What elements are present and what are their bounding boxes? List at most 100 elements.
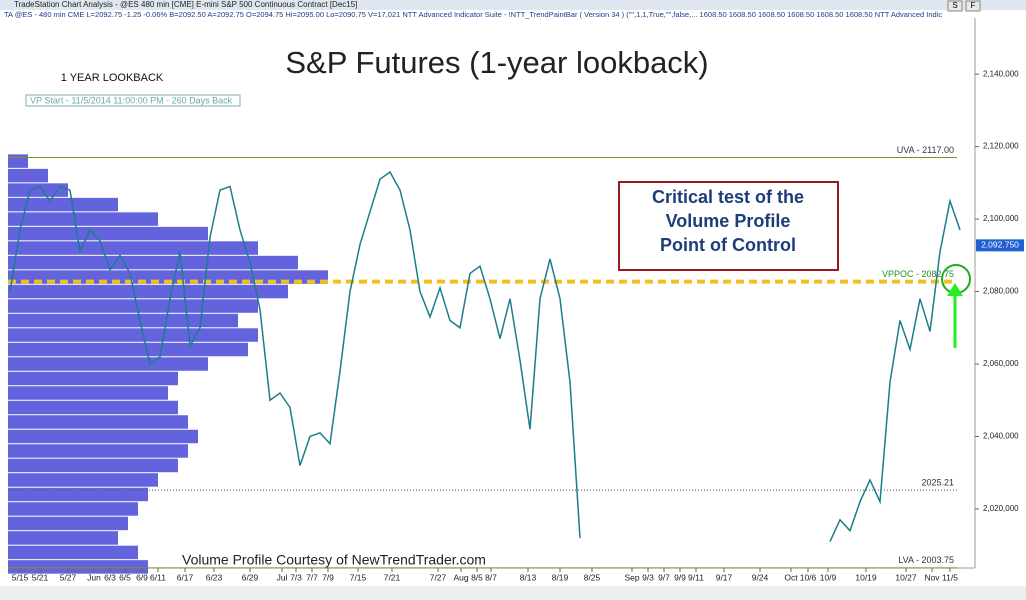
plot: 2,020,000 2,040,000 2,060,000 2,080,000 2,10… — [8, 69, 1019, 574]
profile-bar — [8, 168, 48, 183]
last-price-label: 2,092.750 — [981, 240, 1019, 250]
x-tick-label: 6/17 — [177, 572, 194, 582]
level-label: 2025.21 — [921, 477, 954, 487]
x-tick-label: Nov — [924, 572, 940, 582]
y-tick-label: 2,140,000 — [983, 69, 1019, 78]
profile-bar — [8, 255, 298, 270]
profile-bar — [8, 386, 168, 400]
profile-bar — [8, 328, 258, 342]
x-tick-label: 5/27 — [60, 572, 77, 582]
profile-bar — [8, 516, 128, 531]
x-tick-label: 9/3 — [642, 572, 654, 582]
x-tick-label: 10/19 — [855, 572, 877, 582]
x-tick-label: Jun — [87, 572, 101, 582]
profile-bar — [8, 429, 198, 444]
annotation-box — [25, 94, 241, 107]
annotation: 1 YEAR LOOKBACK — [61, 72, 164, 84]
scroll-bar[interactable] — [0, 586, 1026, 600]
x-tick-label: 6/29 — [242, 572, 259, 582]
profile-bar — [8, 545, 138, 560]
profile-bar — [8, 415, 188, 429]
title-bar — [0, 0, 1026, 10]
callout-box — [618, 181, 839, 271]
price-line — [9, 170, 961, 542]
profile-bar — [8, 473, 158, 487]
x-tick-label: Sep — [624, 572, 639, 582]
x-tick-label: 7/7 — [306, 572, 318, 582]
profile-bar — [8, 458, 178, 473]
callout-text: Volume Profile — [666, 211, 791, 231]
x-tick-label: 6/9 — [136, 572, 148, 582]
x-tick-label: 7/27 — [430, 572, 447, 582]
x-tick-label: 8/19 — [552, 572, 569, 582]
toolbar-label: S — [952, 1, 957, 10]
profile-bar — [8, 241, 258, 255]
profile-bar — [8, 154, 28, 168]
profile-bar — [8, 226, 208, 241]
callout-text: Point of Control — [660, 235, 796, 255]
profile-bar — [8, 444, 188, 458]
profile-bar — [8, 299, 258, 313]
x-tick-label: Aug — [453, 572, 468, 582]
profile-bar — [8, 560, 148, 574]
profile-bar — [8, 197, 118, 212]
x-tick-label: Oct — [784, 572, 798, 582]
profile-bar — [8, 212, 158, 226]
y-tick-label: 2,020,000 — [983, 504, 1019, 513]
toolbar-button[interactable] — [947, 0, 963, 12]
x-tick-label: 7/15 — [350, 572, 367, 582]
x-tick-label: 6/23 — [206, 572, 223, 582]
level-label: LVA - 2003.75 — [898, 555, 954, 565]
x-tick-label: 8/25 — [584, 572, 601, 582]
y-tick-label: 2,080,000 — [983, 287, 1019, 296]
x-tick-label: 9/9 — [674, 572, 686, 582]
y-tick-label: 2,040,000 — [983, 432, 1019, 441]
x-tick-label: 9/17 — [716, 572, 733, 582]
x-tick-label: 9/11 — [688, 572, 704, 582]
x-tick-label: 9/7 — [658, 572, 670, 582]
x-tick-label: 6/3 — [104, 572, 116, 582]
y-tick-label: 2,100,000 — [983, 214, 1019, 223]
level-label: VPPOC - 2082.75 — [882, 269, 954, 279]
arrow-head — [947, 283, 963, 296]
credit: Volume Profile Courtesy of NewTrendTrade… — [182, 552, 486, 568]
x-tick-label: 6/5 — [119, 572, 131, 582]
annotation: VP Start - 11/5/2014 11:00:00 PM - 260 D… — [30, 95, 233, 105]
x-tick-label: 10/27 — [895, 572, 917, 582]
x-tick-label: Jul — [277, 572, 288, 582]
profile-bar — [8, 371, 178, 386]
last-price-tag — [976, 239, 1024, 252]
x-tick-label: 8/5 — [471, 572, 483, 582]
x-tick-label: 7/3 — [290, 572, 302, 582]
profile-bar — [8, 531, 118, 545]
window-title: TradeStation Chart Analysis - @ES 480 mi… — [14, 0, 357, 9]
status-line: TA @ES - 480 min CME L=2092.75 -1.25 -0.… — [4, 10, 942, 19]
profile-bar — [8, 183, 68, 197]
x-tick-label: 11/5 — [942, 572, 958, 582]
x-tick-label: 5/21 — [32, 572, 49, 582]
y-tick-label: 2,060,000 — [983, 359, 1019, 368]
x-tick-label: 9/24 — [752, 572, 769, 582]
callout-text: Critical test of the — [652, 187, 804, 207]
x-tick-label: 6/11 — [150, 572, 166, 582]
profile-bar — [8, 357, 208, 371]
profile-bar — [8, 400, 178, 415]
x-tick-label: 10/9 — [820, 572, 837, 582]
toolbar-label: F — [971, 1, 976, 10]
profile-bar — [8, 313, 238, 328]
x-tick-label: 7/21 — [384, 572, 401, 582]
chart-title: S&P Futures (1-year lookback) — [285, 45, 708, 80]
toolbar-button[interactable] — [965, 0, 981, 12]
x-tick-label: 8/7 — [485, 572, 497, 582]
status-bar — [0, 10, 975, 19]
profile-bar — [8, 284, 288, 299]
profile-bar — [8, 342, 248, 357]
profile-bar — [8, 487, 148, 502]
x-tick-label: 10/6 — [800, 572, 817, 582]
x-tick-label: 8/13 — [520, 572, 537, 582]
level-label: UVA - 2117.00 — [897, 145, 954, 155]
y-tick-label: 2,120,000 — [983, 142, 1019, 151]
x-tick-label: 7/9 — [322, 572, 334, 582]
profile-bar — [8, 502, 138, 516]
